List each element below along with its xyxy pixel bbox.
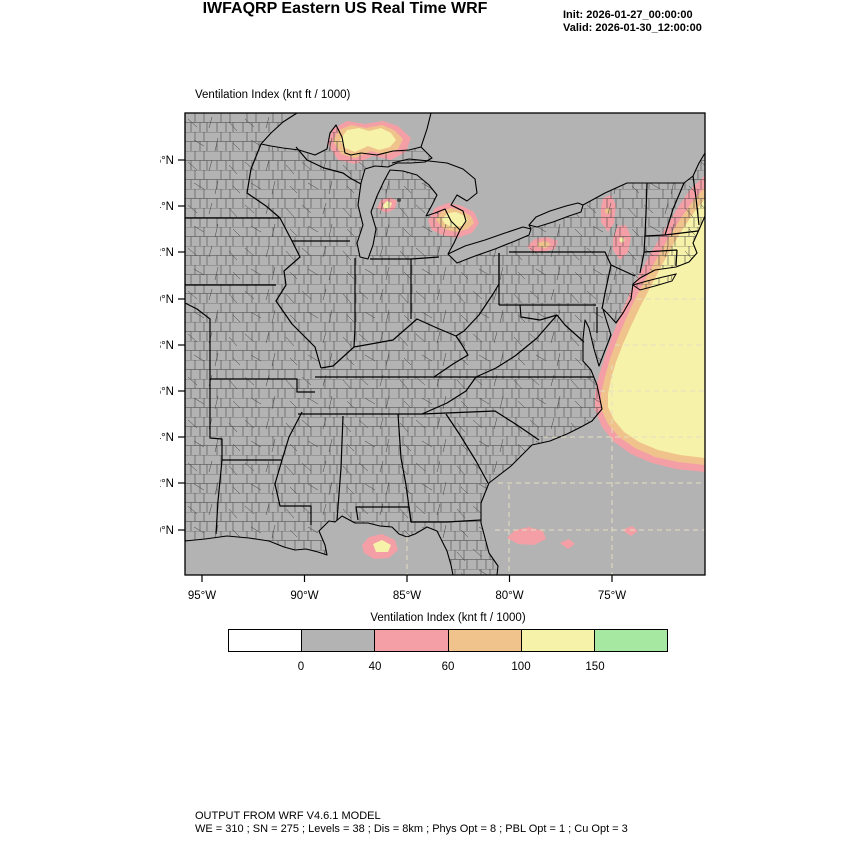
lake-ontario-outline: [528, 202, 584, 226]
legend-tick-label: 100: [511, 661, 531, 673]
legend-cell-yellow: [521, 630, 595, 651]
legend-tick-label: 0: [297, 661, 305, 673]
legend-colorbar: [228, 629, 668, 652]
state-boundary-line: [355, 506, 482, 523]
legend-cell-green: [594, 630, 668, 651]
state-boundary-line: [644, 230, 699, 237]
se-patch-pink-2: [560, 539, 575, 549]
lat-tick-label: 38°N: [160, 340, 174, 352]
legend-tick-label: 40: [368, 661, 382, 673]
lat-tick-label: 34°N: [160, 432, 174, 444]
state-boundary-line: [421, 376, 477, 415]
lat-tick-label: 44°N: [160, 201, 174, 213]
state-boundary-line: [433, 335, 469, 378]
state-boundary-line: [639, 182, 648, 274]
state-boundary-line: [370, 256, 440, 260]
state-boundary-line: [184, 302, 211, 379]
state-boundary-line: [421, 410, 540, 441]
lon-tick-label: 85°W: [393, 590, 421, 600]
legend-title: Ventilation Index (knt ft / 1000): [370, 612, 526, 624]
state-boundary-line: [643, 249, 678, 267]
lake-huron-outline: [391, 158, 478, 231]
field-label: Ventilation Index (knt ft / 1000): [195, 89, 351, 101]
footer-line-2: WE = 310 ; SN = 275 ; Levels = 38 ; Dis …: [195, 823, 628, 835]
lake-superior-outline: [420, 112, 432, 148]
superior-patch-yellow: [340, 128, 396, 152]
state-boundary-line: [556, 314, 585, 343]
state-boundary-line: [610, 264, 636, 277]
state-boundary-line: [274, 411, 312, 525]
state-boundary-line: [519, 304, 558, 321]
state-boundary-line: [215, 459, 223, 535]
coastline: [184, 112, 706, 576]
lon-tick-label: 75°W: [598, 590, 626, 600]
lat-tick-label: 40°N: [160, 294, 174, 306]
lat-tick-label: 36°N: [160, 386, 174, 398]
legend-cell-white: [229, 630, 303, 651]
state-boundary-line: [320, 253, 500, 369]
valid-time: Valid: 2026-01-30_12:00:00: [563, 22, 702, 34]
se-patch-pink-3: [622, 526, 638, 536]
init-time: Init: 2026-01-27_00:00:00: [563, 9, 693, 21]
gulf-patch-yellow: [373, 540, 391, 552]
lon-tick-label: 80°W: [495, 590, 523, 600]
state-boundary-line: [353, 258, 356, 348]
legend-tick-label: 60: [441, 661, 455, 673]
state-boundary-line: [445, 413, 489, 484]
state-boundary-line: [209, 379, 223, 460]
state-boundaries: [184, 143, 700, 535]
legend-tick-label: 150: [585, 661, 605, 673]
state-boundary-line: [397, 413, 412, 523]
lat-tick-label: 32°N: [160, 478, 174, 490]
legend-cell-tan: [448, 630, 522, 651]
axis-labels: 46°N 44°N 42°N 40°N 38°N 36°N 34°N 32°N …: [160, 155, 626, 600]
page-title: IWFAQRP Eastern US Real Time WRF: [202, 0, 488, 17]
se-patch-pink-1: [507, 527, 546, 545]
legend-cell-pink: [375, 630, 449, 651]
axis-ticks: [178, 159, 613, 582]
footer-line-1: OUTPUT FROM WRF V4.6.1 MODEL: [195, 810, 381, 822]
run-info: Init: 2026-01-27_00:00:00 Valid: 2026-01…: [563, 9, 702, 35]
state-boundary-line: [246, 143, 322, 369]
state-boundary-line: [336, 415, 344, 521]
lake-erie-outline: [447, 226, 532, 255]
map-svg: 46°N 44°N 42°N 40°N 38°N 36°N 34°N 32°N …: [160, 112, 706, 600]
state-boundary-line: [210, 378, 315, 393]
state-boundary-line: [692, 175, 700, 226]
state-boundary-line: [295, 146, 362, 185]
lon-tick-label: 95°W: [188, 590, 216, 600]
graticule: [406, 298, 705, 575]
model-footer: OUTPUT FROM WRF V4.6.1 MODEL WE = 310 ; …: [195, 810, 628, 836]
lat-tick-label: 30°N: [160, 525, 174, 537]
lake-outlines: [391, 112, 584, 255]
long-island-outline: [631, 273, 678, 291]
lat-tick-label: 46°N: [160, 155, 174, 167]
state-boundary-line: [475, 314, 558, 378]
state-boundary-line: [664, 182, 685, 236]
lat-tick-label: 42°N: [160, 247, 174, 259]
legend-cell-gray: [302, 630, 376, 651]
lon-tick-label: 90°W: [290, 590, 318, 600]
map-frame: [184, 112, 706, 576]
